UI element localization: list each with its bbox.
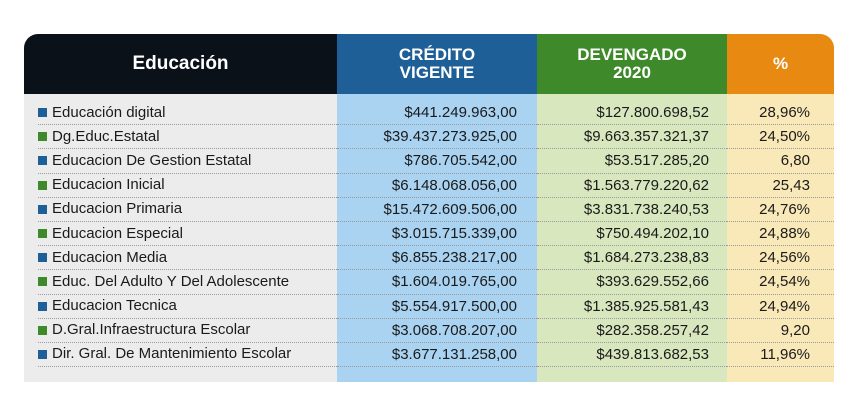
row-name: Educacion Tecnica: [52, 297, 177, 315]
blue-square-bullet-icon: [38, 253, 47, 263]
row-name: Educacion Inicial: [52, 176, 165, 194]
row-name: D.Gral.Infraestructura Escolar: [52, 321, 251, 339]
row-name-cell: Educacion Primaria: [38, 198, 337, 222]
row-name-cell: Educacion Tecnica: [38, 295, 337, 319]
row-devengado: $53.517.285,20: [537, 149, 727, 174]
row-devengado: $127.800.698,52: [537, 101, 727, 126]
row-name: Educacion De Gestion Estatal: [52, 151, 252, 169]
row-percent: 6,80: [727, 149, 834, 174]
row-credito-vigente: $39.437.273.925,00: [337, 125, 537, 150]
row-devengado: $393.629.552,66: [537, 270, 727, 295]
row-devengado: $3.831.738.240,53: [537, 198, 727, 222]
row-credito-vigente: $6.855.238.217,00: [337, 246, 537, 271]
row-credito-vigente: $3.677.131.258,00: [337, 343, 537, 368]
header-credito-vigente: CRÉDITO VIGENTE: [337, 34, 537, 94]
header-devengado-2020: DEVENGADO 2020: [537, 34, 727, 94]
row-name-cell: Educacion De Gestion Estatal: [38, 149, 337, 174]
row-percent: 28,96%: [727, 101, 834, 126]
green-square-bullet-icon: [38, 180, 47, 190]
row-devengado: $9.663.357.321,37: [537, 125, 727, 150]
row-percent: 9,20: [727, 319, 834, 343]
row-devengado: $750.494.202,10: [537, 222, 727, 247]
row-name: Dg.Educ.Estatal: [52, 127, 160, 145]
row-credito-vigente: $3.015.715.339,00: [337, 222, 537, 247]
table-header: Educación CRÉDITO VIGENTE DEVENGADO 2020…: [24, 34, 834, 94]
green-square-bullet-icon: [38, 229, 47, 239]
row-name: Educacion Primaria: [52, 200, 183, 218]
table-row: Educacion Inicial $6.148.068.056,00 $1.563…: [24, 174, 834, 198]
blue-square-bullet-icon: [38, 156, 47, 166]
row-name-cell: Educacion Inicial: [38, 174, 337, 198]
row-name-cell: Educación digital: [38, 101, 337, 126]
education-budget-table: Educación CRÉDITO VIGENTE DEVENGADO 2020…: [24, 34, 834, 382]
percent-column-background: [727, 94, 834, 382]
row-name: Dir. Gral. De Mantenimiento Escolar: [52, 345, 292, 363]
row-percent: 25,43: [727, 174, 834, 198]
row-name-cell: Educacion Media: [38, 246, 337, 271]
row-credito-vigente: $441.249.963,00: [337, 101, 537, 126]
row-name: Educación digital: [52, 103, 166, 121]
devengado-column-background: [537, 94, 727, 382]
row-percent: 24,88%: [727, 222, 834, 247]
table-row: Educación digital $441.249.963,00 $127.800…: [24, 101, 834, 126]
header-percent: %: [727, 34, 834, 94]
table-body: Educación digital $441.249.963,00 $127.800…: [24, 101, 834, 368]
row-name: Educ. Del Adulto Y Del Adolescente: [52, 272, 290, 290]
table-row: Educacion De Gestion Estatal $786.705.542…: [24, 149, 834, 174]
blue-square-bullet-icon: [38, 349, 47, 359]
table-row: Educacion Tecnica $5.554.917.500,00 $1.385…: [24, 295, 834, 319]
row-credito-vigente: $1.604.019.765,00: [337, 270, 537, 295]
row-name-cell: Dg.Educ.Estatal: [38, 125, 337, 150]
table-row: Dir. Gral. De Mantenimiento Escolar $3.67…: [24, 343, 834, 368]
table-row: Educacion Primaria $15.472.609.506,00 $3.8…: [24, 198, 834, 222]
row-percent: 24,56%: [727, 246, 834, 271]
header-education: Educación: [24, 34, 337, 94]
table-row: Educacion Media $6.855.238.217,00 $1.684.2…: [24, 246, 834, 271]
row-percent: 24,94%: [727, 295, 834, 319]
row-name-cell: Educ. Del Adulto Y Del Adolescente: [38, 270, 337, 295]
blue-square-bullet-icon: [38, 204, 47, 214]
table-row: D.Gral.Infraestructura Escolar $3.068.708…: [24, 319, 834, 343]
row-devengado: $1.684.273.238,83: [537, 246, 727, 271]
name-column-background: [24, 94, 337, 382]
table-row: Dg.Educ.Estatal $39.437.273.925,00 $9.663.…: [24, 125, 834, 150]
blue-square-bullet-icon: [38, 108, 47, 118]
green-square-bullet-icon: [38, 277, 47, 287]
row-percent: 11,96%: [727, 343, 834, 368]
row-name-cell: Educacion Especial: [38, 222, 337, 247]
row-credito-vigente: $786.705.542,00: [337, 149, 537, 174]
row-percent: 24,54%: [727, 270, 834, 295]
row-devengado: $1.563.779.220,62: [537, 174, 727, 198]
blue-square-bullet-icon: [38, 301, 47, 311]
row-credito-vigente: $5.554.917.500,00: [337, 295, 537, 319]
row-name: Educacion Media: [52, 248, 168, 266]
row-percent: 24,76%: [727, 198, 834, 222]
row-devengado: $1.385.925.581,43: [537, 295, 727, 319]
credito-column-background: [337, 94, 537, 382]
table-row: Educacion Especial $3.015.715.339,00 $750.…: [24, 222, 834, 247]
row-percent: 24,50%: [727, 125, 834, 150]
green-square-bullet-icon: [38, 325, 47, 335]
row-name: Educacion Especial: [52, 224, 183, 242]
table-row: Educ. Del Adulto Y Del Adolescente $1.604…: [24, 270, 834, 295]
row-devengado: $282.358.257,42: [537, 319, 727, 343]
row-credito-vigente: $15.472.609.506,00: [337, 198, 537, 222]
row-name-cell: D.Gral.Infraestructura Escolar: [38, 319, 337, 343]
row-credito-vigente: $3.068.708.207,00: [337, 319, 537, 343]
green-square-bullet-icon: [38, 132, 47, 142]
row-devengado: $439.813.682,53: [537, 343, 727, 368]
row-credito-vigente: $6.148.068.056,00: [337, 174, 537, 198]
row-name-cell: Dir. Gral. De Mantenimiento Escolar: [38, 343, 337, 368]
